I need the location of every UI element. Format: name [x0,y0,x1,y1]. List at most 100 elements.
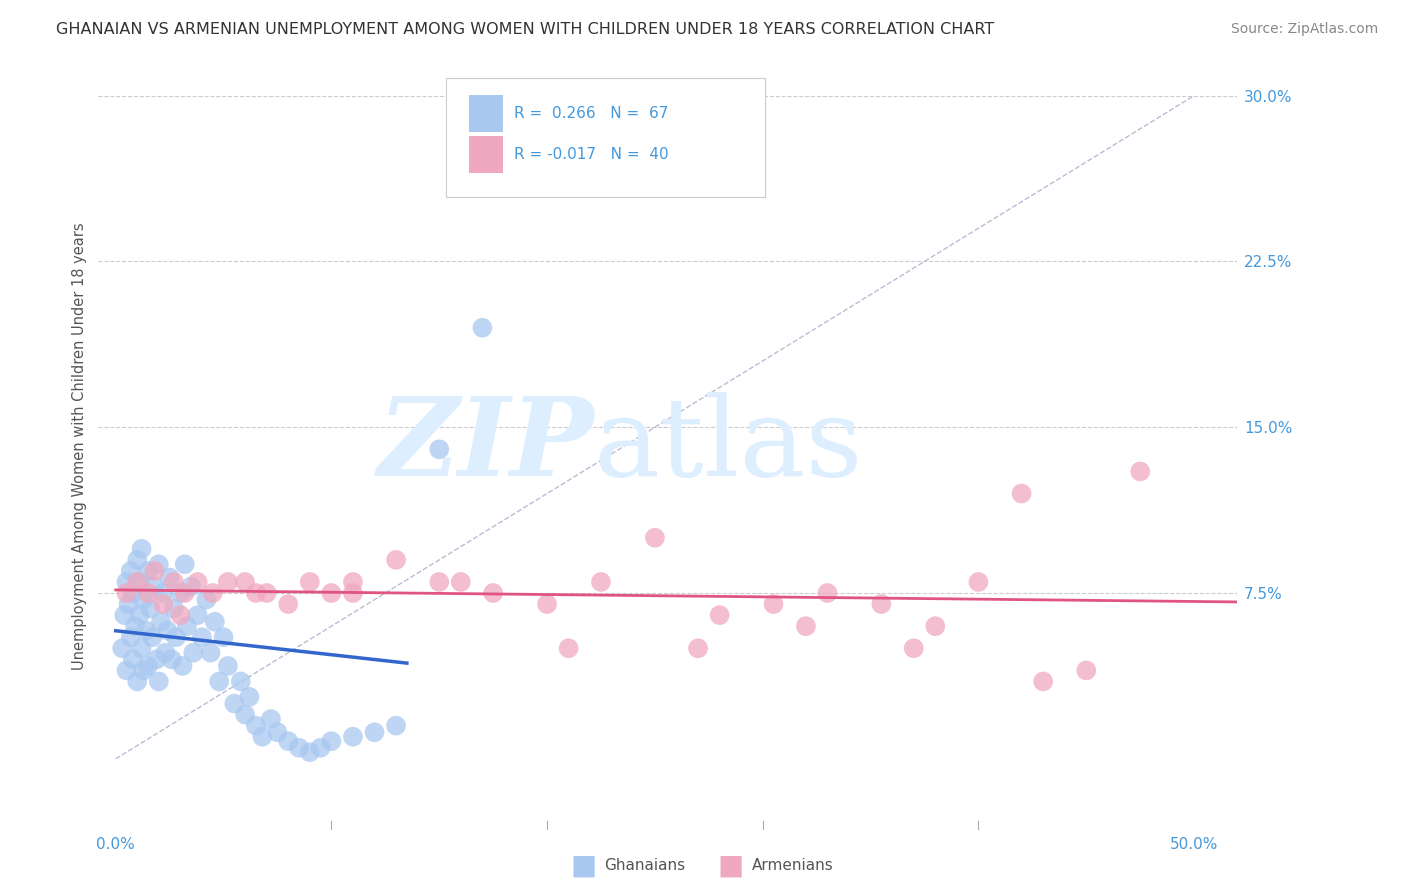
FancyBboxPatch shape [446,78,765,197]
Point [141,630,163,644]
Point [180,579,202,593]
Point [482,586,505,600]
Point [762,597,785,611]
Point [120,630,142,644]
Point [122,586,145,600]
Point [148,674,170,689]
Point [173,558,195,572]
Point [139,601,162,615]
Point [124,619,146,633]
Point [152,597,174,611]
Point [266,725,288,739]
Point [187,574,209,589]
Point [200,646,222,660]
Point [115,574,138,589]
Point [173,586,195,600]
Point [111,641,134,656]
Point [163,574,186,589]
Point [136,586,159,600]
Point [176,619,198,633]
Point [427,442,450,457]
Point [136,564,159,578]
Point [1129,465,1152,479]
Point [204,615,226,629]
Point [152,586,174,600]
Text: R = -0.017   N =  40: R = -0.017 N = 40 [515,147,669,162]
Point [136,659,159,673]
Point [1076,664,1098,678]
Point [120,564,142,578]
Text: R =  0.266   N =  67: R = 0.266 N = 67 [515,106,668,121]
Point [160,652,183,666]
Point [208,674,231,689]
Point [195,592,218,607]
Point [201,586,224,600]
Point [148,558,170,572]
Point [145,652,167,666]
Point [135,624,157,638]
Point [131,541,153,556]
Text: Armenians: Armenians [752,858,834,872]
Point [127,574,149,589]
Point [217,659,239,673]
Point [924,619,946,633]
Text: ■: ■ [571,851,596,880]
Y-axis label: Unemployment Among Women with Children Under 18 years: Unemployment Among Women with Children U… [72,222,87,670]
Point [131,641,153,656]
Point [1011,486,1033,500]
Point [163,601,186,615]
Point [288,740,311,755]
Point [385,719,408,733]
Point [212,630,235,644]
Point [277,734,299,748]
Point [794,619,817,633]
Point [245,586,267,600]
Point [229,674,252,689]
Point [191,630,214,644]
Text: Ghanaians: Ghanaians [605,858,686,872]
Point [172,659,194,673]
Point [309,740,332,755]
Point [224,697,246,711]
Point [321,586,343,600]
Point [187,608,209,623]
Point [155,646,177,660]
Point [321,734,343,748]
Point [817,586,839,600]
Point [589,574,612,589]
Point [233,707,256,722]
Point [115,586,138,600]
Point [557,641,579,656]
Point [1032,674,1054,689]
Point [169,608,191,623]
Point [342,586,364,600]
Point [143,579,166,593]
Point [233,574,256,589]
Point [256,586,278,600]
Point [183,646,205,660]
Point [298,745,321,759]
Point [385,553,408,567]
Point [260,712,283,726]
Point [117,597,139,611]
Point [342,574,364,589]
Point [149,615,172,629]
Point [536,597,558,611]
Point [128,608,150,623]
FancyBboxPatch shape [468,95,503,132]
Point [903,641,925,656]
FancyBboxPatch shape [468,136,503,173]
Point [132,592,155,607]
Text: ■: ■ [718,851,744,880]
Point [709,608,731,623]
Point [122,652,145,666]
Point [471,320,494,334]
Point [115,664,138,678]
Text: Source: ZipAtlas.com: Source: ZipAtlas.com [1230,22,1378,37]
Point [128,574,150,589]
Point [217,574,239,589]
Point [127,674,149,689]
Point [967,574,990,589]
Text: ZIP: ZIP [377,392,593,500]
Point [132,664,155,678]
